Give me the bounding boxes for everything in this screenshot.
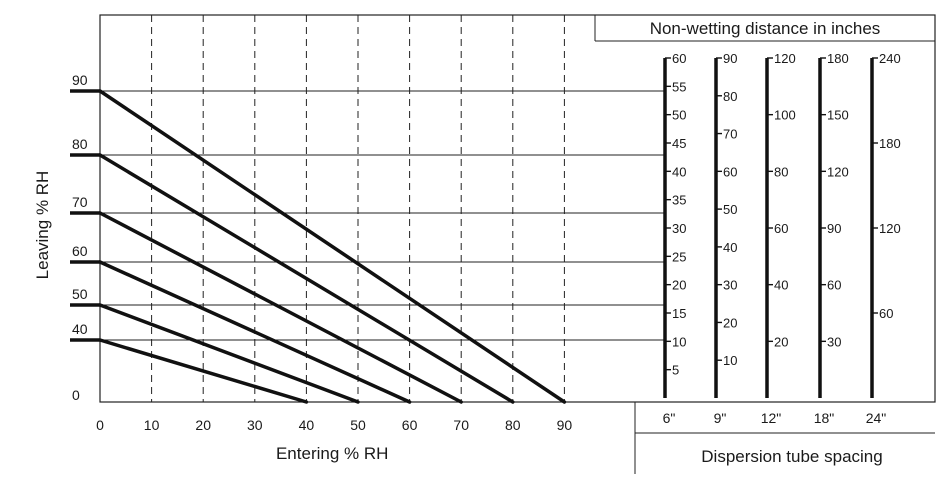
x-tick-label: 0 bbox=[96, 417, 104, 433]
plot-frame bbox=[99, 14, 936, 403]
scale-tick-label: 60 bbox=[774, 221, 788, 236]
scale-tick-label: 120 bbox=[879, 221, 901, 236]
scale-tick-label: 45 bbox=[672, 136, 686, 151]
scale-tick-label: 60 bbox=[879, 306, 893, 321]
series-line-60 bbox=[98, 260, 412, 404]
x-tick-label: 40 bbox=[299, 417, 315, 433]
scale-tick-label: 50 bbox=[723, 202, 737, 217]
scale-tick-label: 180 bbox=[879, 136, 901, 151]
scale-tick-label: 80 bbox=[723, 89, 737, 104]
series-line-40 bbox=[98, 338, 309, 404]
scale-tick-label: 30 bbox=[723, 278, 737, 293]
scale-tick-label: 70 bbox=[723, 127, 737, 142]
scale-tick-label: 20 bbox=[774, 334, 788, 349]
y-tick-label: 0 bbox=[72, 387, 80, 403]
scale-tick-label: 60 bbox=[723, 164, 737, 179]
scale-tick-label: 35 bbox=[672, 193, 686, 208]
x-axis-title: Entering % RH bbox=[276, 444, 388, 463]
scale-tick-label: 90 bbox=[827, 221, 841, 236]
scale-tick-label: 10 bbox=[672, 334, 686, 349]
series-line-70 bbox=[98, 211, 463, 404]
scale-tick-label: 40 bbox=[723, 240, 737, 255]
x-tick-label: 10 bbox=[144, 417, 160, 433]
scale-tick-label: 120 bbox=[827, 164, 849, 179]
scale-tick-label: 20 bbox=[672, 278, 686, 293]
y-tick-label: 70 bbox=[72, 194, 88, 210]
x-tick-label: 50 bbox=[350, 417, 366, 433]
scale-tick-label: 240 bbox=[879, 51, 901, 66]
series-line-80 bbox=[98, 153, 515, 404]
scale-tick-label: 15 bbox=[672, 306, 686, 321]
scale-tick-label: 120 bbox=[774, 51, 796, 66]
scale-tick-label: 5 bbox=[672, 363, 679, 378]
scale-tick-label: 40 bbox=[774, 278, 788, 293]
x-tick-label: 60 bbox=[402, 417, 418, 433]
y-tick-label: 90 bbox=[72, 72, 88, 88]
x-tick-label: 70 bbox=[453, 417, 469, 433]
series-line-50 bbox=[98, 303, 360, 404]
y-axis-title: Leaving % RH bbox=[33, 171, 52, 280]
scale-tick-label: 20 bbox=[723, 315, 737, 330]
x-tick-label: 30 bbox=[247, 417, 263, 433]
spacing-label: 18" bbox=[814, 410, 835, 426]
spacing-label: 9" bbox=[714, 410, 727, 426]
scale-tick-label: 180 bbox=[827, 51, 849, 66]
scale-tick-label: 60 bbox=[827, 278, 841, 293]
scale-tick-label: 60 bbox=[672, 51, 686, 66]
nonwetting-title: Non-wetting distance in inches bbox=[650, 19, 881, 38]
scale-tick-label: 100 bbox=[774, 108, 796, 123]
y-tick-label: 80 bbox=[72, 136, 88, 152]
spacing-title: Dispersion tube spacing bbox=[701, 447, 882, 466]
scale-tick-label: 30 bbox=[672, 221, 686, 236]
scale-tick-label: 50 bbox=[672, 108, 686, 123]
scale-tick-label: 55 bbox=[672, 79, 686, 94]
y-tick-label: 50 bbox=[72, 286, 88, 302]
scale-tick-label: 150 bbox=[827, 108, 849, 123]
x-tick-label: 90 bbox=[557, 417, 573, 433]
scale-tick-label: 30 bbox=[827, 334, 841, 349]
y-tick-label: 60 bbox=[72, 243, 88, 259]
scale-tick-label: 80 bbox=[774, 164, 788, 179]
y-tick-label: 40 bbox=[72, 321, 88, 337]
series-line-90 bbox=[98, 89, 567, 404]
spacing-label: 12" bbox=[761, 410, 782, 426]
x-tick-label: 20 bbox=[195, 417, 211, 433]
scale-tick-label: 10 bbox=[723, 353, 737, 368]
x-tick-label: 80 bbox=[505, 417, 521, 433]
scale-tick-label: 40 bbox=[672, 164, 686, 179]
scale-tick-label: 90 bbox=[723, 51, 737, 66]
spacing-label: 6" bbox=[663, 410, 676, 426]
scale-tick-label: 25 bbox=[672, 249, 686, 264]
spacing-label: 24" bbox=[866, 410, 887, 426]
